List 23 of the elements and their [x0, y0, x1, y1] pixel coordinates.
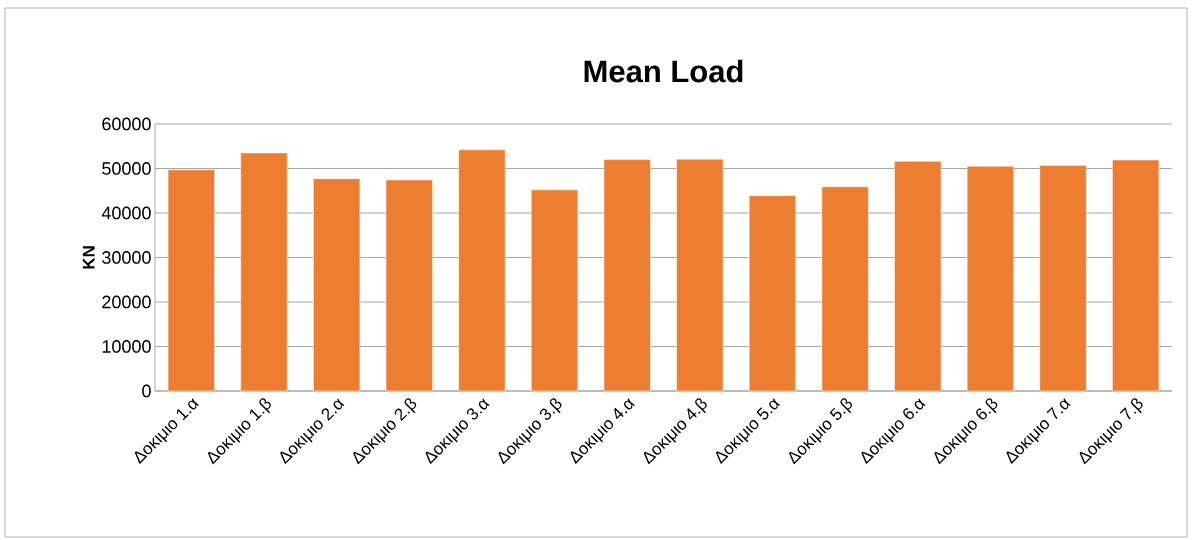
- bar: [1112, 159, 1160, 392]
- bar: [1039, 165, 1087, 392]
- chart-title: Mean Load: [584, 59, 743, 83]
- bar: [894, 161, 942, 392]
- bar: [821, 186, 869, 392]
- y-tick-label: 60000: [102, 117, 151, 131]
- bar: [676, 158, 724, 392]
- bar: [603, 159, 651, 392]
- y-tick-label: 50000: [102, 162, 151, 175]
- bar: [167, 169, 215, 392]
- y-tick-label: 0: [142, 384, 151, 398]
- bar: [385, 179, 433, 392]
- bar: [531, 189, 579, 392]
- y-axis-title: KN: [82, 246, 95, 269]
- y-tick-label: 20000: [102, 295, 151, 309]
- bar: [313, 178, 361, 392]
- bar: [458, 149, 506, 392]
- y-tick-label: 10000: [102, 340, 151, 353]
- y-tick-label: 30000: [102, 251, 151, 264]
- bar: [240, 152, 288, 392]
- bar: [966, 166, 1014, 392]
- y-tick-label: 40000: [101, 206, 151, 220]
- bar: [748, 195, 796, 392]
